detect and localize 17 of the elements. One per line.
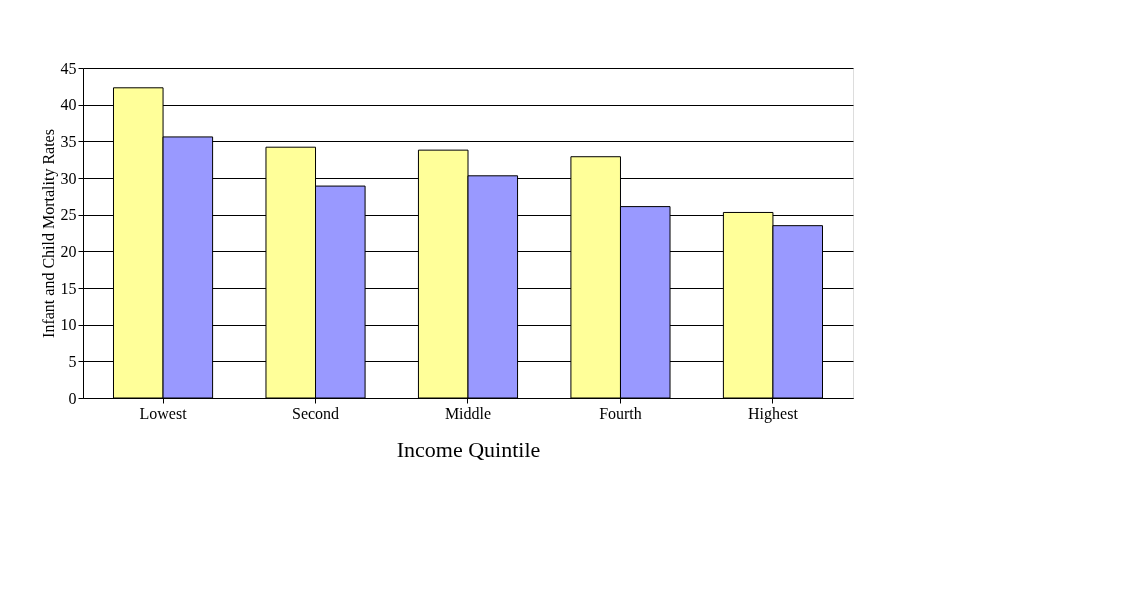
y-tick-label: 45 [60,59,77,77]
x-tick-label: Lowest [139,404,188,422]
y-tick-label: 40 [60,96,77,114]
y-axis-title: Infant and Child Mortality Rates [39,129,58,338]
y-tick-label: 0 [68,389,77,407]
y-tick-label: 20 [60,242,77,260]
x-tick-label: Second [291,404,340,422]
x-tick-label: Middle [444,404,492,422]
x-axis-title: Income Quintile [396,436,541,462]
y-tick-label: 5 [68,352,77,370]
y-tick-label: 10 [60,316,77,334]
y-tick-label: 25 [60,206,77,224]
y-tick-label: 15 [60,279,77,297]
y-tick-label: 30 [60,169,77,187]
x-tick-label: Fourth [599,404,642,422]
x-tick-label: Highest [748,404,799,423]
y-tick-label: 35 [60,132,77,150]
